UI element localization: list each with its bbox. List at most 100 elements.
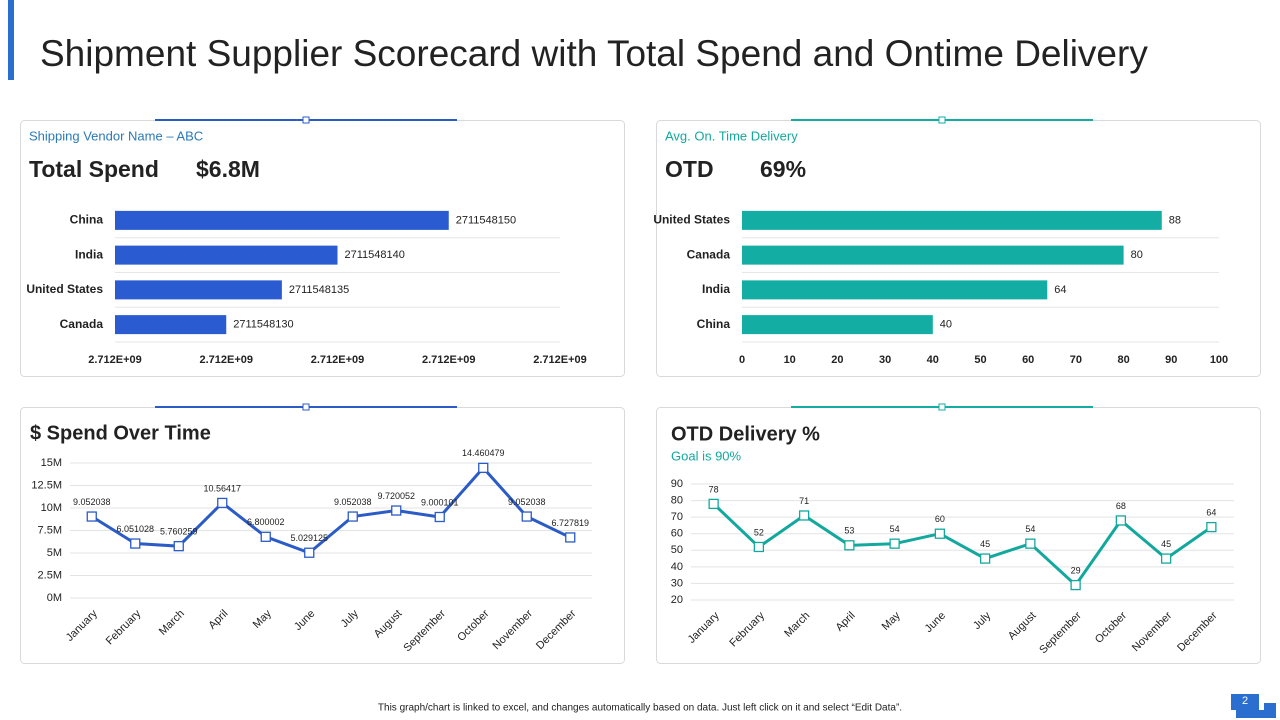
chart-subtitle: Goal is 90%: [671, 448, 742, 463]
data-label: 14.460479: [462, 448, 505, 458]
x-tick-label: 2.712E+09: [311, 354, 365, 366]
x-tick-label: 2.712E+09: [199, 354, 253, 366]
bar: [742, 315, 933, 335]
data-label: 78: [709, 484, 719, 494]
truck-body: [1236, 710, 1264, 718]
data-label: 53: [844, 526, 854, 536]
data-label: 29: [1071, 565, 1081, 575]
y-tick-label: 7.5M: [38, 524, 62, 536]
y-tick-label: 90: [671, 478, 683, 490]
chart-title: $ Spend Over Time: [30, 422, 211, 444]
y-tick-label: 5M: [47, 547, 62, 559]
marker: [753, 541, 765, 553]
bar: [742, 245, 1124, 265]
data-label: 9.052038: [508, 497, 546, 507]
data-label: 2711548150: [456, 214, 516, 226]
marker: [889, 538, 900, 549]
chart-subtitle: Avg. On. Time Delivery: [665, 128, 798, 143]
data-label: 40: [940, 319, 952, 331]
marker: [478, 462, 489, 474]
bar: [115, 280, 282, 300]
data-label: 64: [1054, 284, 1066, 296]
data-label: 2711548130: [233, 319, 293, 331]
data-label: 68: [1116, 501, 1126, 511]
y-tick-label: 12.5M: [31, 479, 62, 491]
truck-cab: [1264, 703, 1276, 718]
marker: [979, 553, 991, 564]
data-label: 60: [935, 514, 945, 524]
line: [712, 502, 1213, 588]
marker: [934, 528, 946, 539]
bar: [742, 280, 1048, 300]
y-tick-label: 30: [671, 577, 683, 589]
chart-title: OTD: [665, 156, 714, 182]
category-label: Canada: [60, 317, 104, 331]
category-label: Canada: [687, 247, 731, 261]
data-label: 54: [1025, 524, 1035, 534]
y-tick-label: 70: [671, 511, 683, 523]
chart-subtitle: Shipping Vendor Name – ABC: [29, 128, 203, 143]
category-label: China: [70, 213, 104, 227]
data-label: 5.760259: [160, 527, 198, 537]
x-tick-label: 20: [831, 354, 843, 366]
data-label: 80: [1131, 249, 1143, 261]
truck-icon: [1236, 703, 1276, 718]
marker: [1206, 521, 1217, 533]
x-tick-label: 30: [879, 354, 891, 366]
marker: [304, 547, 315, 558]
decor-square: [302, 403, 310, 411]
data-label: 45: [1161, 539, 1171, 549]
marker: [844, 540, 855, 551]
chart-annotation: $6.8M: [196, 156, 260, 182]
y-tick-label: 80: [671, 494, 683, 506]
marker: [1025, 538, 1036, 549]
x-tick-label: 90: [1165, 354, 1177, 366]
bar: [742, 210, 1162, 230]
y-tick-label: 0M: [47, 592, 62, 604]
data-label: 88: [1169, 214, 1181, 226]
x-tick-label: 60: [1022, 354, 1034, 366]
page-number: 2: [1242, 695, 1248, 707]
decor-square: [938, 116, 946, 124]
marker: [86, 511, 97, 522]
marker: [391, 505, 402, 516]
marker: [798, 510, 810, 521]
chart-annotation: 69%: [760, 156, 806, 182]
category-label: United States: [26, 282, 103, 296]
category-label: United States: [653, 213, 730, 227]
x-tick-label: 2.712E+09: [422, 354, 476, 366]
accent-bar: [8, 0, 14, 80]
data-label: 52: [754, 527, 764, 537]
marker: [521, 511, 532, 522]
marker: [565, 532, 576, 543]
x-tick-label: 80: [1117, 354, 1129, 366]
y-tick-label: 15M: [41, 457, 62, 469]
data-label: 6.800002: [247, 517, 285, 527]
data-label: 10.56417: [203, 483, 241, 493]
x-tick-label: 70: [1070, 354, 1082, 366]
decor-square: [302, 116, 310, 124]
marker: [1160, 553, 1172, 564]
data-label: 6.051028: [116, 524, 154, 534]
y-tick-label: 60: [671, 528, 683, 540]
data-label: 2711548140: [345, 249, 405, 261]
marker: [1115, 515, 1127, 526]
data-label: 6.727819: [551, 518, 589, 528]
data-label: 45: [980, 539, 990, 549]
data-label: 9.000101: [421, 497, 459, 507]
x-tick-label: 100: [1210, 354, 1228, 366]
data-label: 9.720052: [377, 491, 415, 501]
marker: [708, 498, 719, 510]
chart-title: OTD Delivery %: [671, 423, 820, 445]
x-tick-label: 50: [974, 354, 986, 366]
category-label: India: [75, 247, 103, 261]
y-tick-label: 2.5M: [38, 569, 62, 581]
data-label: 2711548135: [289, 284, 349, 296]
line: [90, 465, 571, 555]
data-label: 71: [799, 496, 809, 506]
x-tick-label: 2.712E+09: [533, 354, 587, 366]
marker: [130, 538, 141, 549]
y-tick-label: 40: [671, 561, 683, 573]
decor-square: [938, 403, 946, 411]
